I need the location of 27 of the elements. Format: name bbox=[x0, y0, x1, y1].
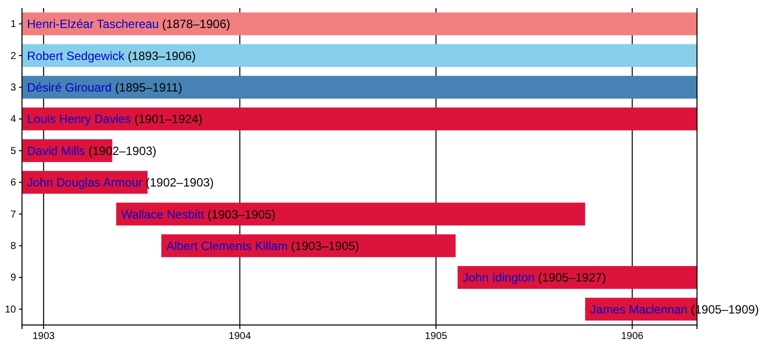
y-tick-label: 6 bbox=[10, 178, 16, 189]
y-tick-label: 4 bbox=[10, 114, 16, 126]
annotation: John Idington (1905–1927) bbox=[462, 270, 606, 285]
x-tick-label: 1904 bbox=[228, 331, 252, 342]
annotation: Robert Sedgewick (1893–1906) bbox=[27, 48, 196, 63]
y-tick-label: 3 bbox=[10, 82, 16, 94]
y-tick-label: 8 bbox=[10, 240, 16, 252]
annotation: Désiré Girouard (1895–1911) bbox=[27, 80, 182, 94]
bar bbox=[458, 266, 697, 289]
annotation: Albert Clements Killam (1903–1905) bbox=[166, 238, 360, 253]
bar bbox=[22, 44, 697, 67]
bar bbox=[22, 12, 697, 36]
x-tick-label: 1905 bbox=[424, 331, 448, 342]
y-tick-label: 10 bbox=[4, 304, 16, 316]
y-tick-label: 7 bbox=[10, 209, 16, 220]
annotation: Wallace Nesbitt (1903–1905) bbox=[121, 207, 276, 222]
y-tick-label: 9 bbox=[10, 272, 16, 284]
bar bbox=[116, 202, 586, 226]
annotation: Henri-Elzéar Taschereau (1878–1906) bbox=[27, 17, 230, 32]
y-tick-label: 2 bbox=[10, 50, 16, 62]
y-tick-label: 5 bbox=[10, 146, 16, 157]
x-tick-label: 1903 bbox=[32, 331, 56, 342]
x-tick-label: 1906 bbox=[621, 331, 644, 342]
y-tick-label: 1 bbox=[10, 19, 16, 30]
annotation: Louis Henry Davies (1901–1924) bbox=[27, 112, 202, 126]
bar bbox=[22, 108, 697, 130]
bar bbox=[22, 76, 697, 99]
